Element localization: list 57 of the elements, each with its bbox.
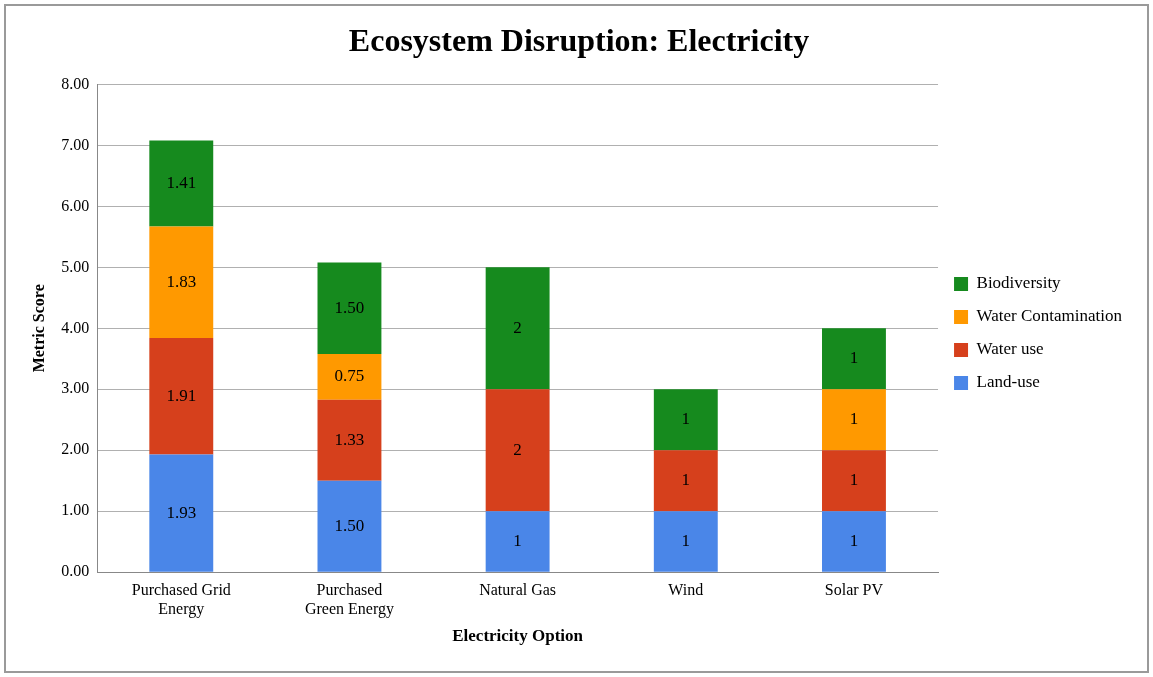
y-tick-label: 5.00 [61, 257, 90, 275]
y-tick-label: 8.00 [61, 74, 90, 92]
data-label: 1 [513, 530, 522, 550]
bar [653, 389, 718, 451]
y-tick-label: 7.00 [61, 135, 90, 153]
data-label: 1.50 [334, 297, 365, 317]
data-label: 1 [849, 409, 859, 429]
data-label: 0.75 [334, 366, 365, 386]
y-tick-label: 0.00 [61, 562, 90, 580]
data-label: 1 [681, 530, 691, 550]
data-label: 1.83 [166, 271, 197, 291]
x-tick-label: Natural Gas [479, 581, 557, 598]
legend-label: Water use [976, 339, 1044, 359]
y-tick-label: 3.00 [61, 379, 90, 397]
y-tick-label: 2.00 [61, 440, 90, 458]
x-tick-label: Solar PV [824, 581, 884, 598]
bar [317, 399, 382, 481]
bar [653, 511, 718, 572]
data-label: 1 [849, 470, 859, 490]
bar [317, 480, 382, 572]
bar [317, 353, 382, 400]
bar [822, 328, 886, 390]
legend-label: Land-use [976, 372, 1040, 392]
data-label: 1.93 [166, 502, 197, 522]
data-label: 1 [681, 409, 691, 429]
bar [485, 511, 550, 572]
bar [822, 511, 886, 572]
data-label: 1.50 [334, 515, 365, 535]
chart-title: Ecosystem Disruption: Electricity [348, 22, 810, 59]
bar [822, 389, 886, 451]
data-label: 2 [513, 439, 522, 459]
data-label: 2 [513, 317, 522, 337]
x-tick-label: Purchased Green Energy [304, 581, 394, 619]
bar [485, 267, 550, 390]
bar [149, 226, 214, 339]
y-tick-label: 6.00 [61, 196, 90, 214]
bar [149, 140, 214, 227]
data-label: 1.41 [166, 172, 197, 192]
legend-label: Biodiversity [976, 273, 1062, 293]
legend-label: Water Contamination [976, 306, 1123, 326]
x-axis-title: Electricity Option [452, 626, 584, 646]
x-tick-label: Purchased Grid Energy [131, 581, 231, 619]
bar [485, 389, 550, 512]
y-tick-label: 4.00 [61, 318, 90, 336]
x-tick-label: Wind [668, 581, 704, 598]
bar [317, 262, 382, 354]
data-label: 1 [681, 470, 691, 490]
y-axis-title: Metric Score [29, 284, 47, 373]
data-label: 1.91 [166, 385, 197, 405]
data-label: 1 [849, 348, 859, 368]
bar [822, 450, 886, 512]
bar [653, 450, 718, 512]
data-label: 1 [849, 530, 859, 550]
bar [149, 338, 214, 455]
y-tick-label: 1.00 [61, 501, 90, 519]
bar [149, 454, 214, 572]
data-label: 1.33 [334, 429, 365, 449]
